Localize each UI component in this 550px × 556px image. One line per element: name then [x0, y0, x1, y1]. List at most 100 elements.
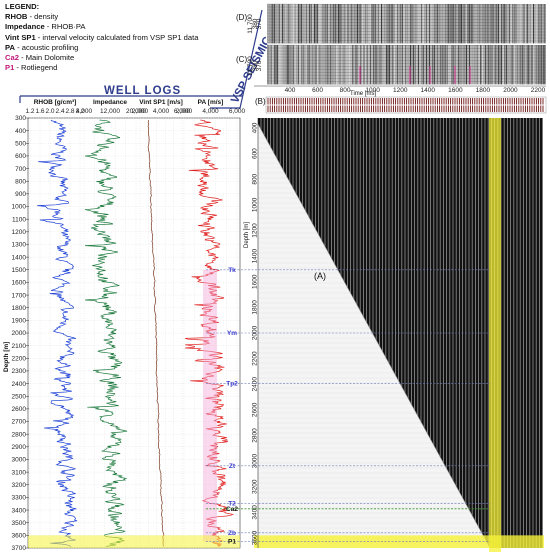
vsp-depth-tick-label: 2400 [252, 377, 259, 392]
well-logs-banner: WELL LOGS [19, 85, 243, 103]
seismic-event [267, 12, 546, 15]
depth-tick-label: 2600 [12, 406, 27, 413]
seismic-event [267, 9, 546, 12]
seismic-event [267, 44, 546, 47]
depth-tick-label: 3600 [12, 533, 27, 540]
vsp-depth-tick-label: 1800 [252, 300, 259, 315]
seismic-event [267, 39, 546, 42]
vsp-depth-tick-label: 2800 [252, 428, 259, 443]
panel-c-label: (C) [236, 55, 247, 64]
time-tick-label: 2200 [531, 87, 546, 94]
well-logs-title: WELL LOGS [104, 85, 181, 97]
horizon-label-t2: T2 [228, 501, 236, 508]
track-tick-label: 2,000 [132, 108, 149, 115]
highlight-column [489, 118, 501, 552]
seismic-event [267, 59, 546, 62]
vsp-panels-c-d [267, 3, 546, 86]
seismic-event [267, 47, 546, 50]
legend-item-ca2: Ca2 - Main Dolomite [5, 53, 75, 63]
track-tick-label: 4,000 [76, 108, 93, 115]
depth-tick-label: 600 [15, 153, 26, 160]
depth-tick-label: 1500 [12, 267, 27, 274]
pa-highlight-band [203, 269, 217, 542]
seismic-event [267, 18, 546, 21]
depth-tick-label: 500 [15, 140, 26, 147]
seismic-event [267, 27, 546, 30]
legend-title: LEGEND: [5, 2, 40, 11]
depth-tick-label: 400 [15, 128, 26, 135]
depth-tick-label: 3300 [12, 495, 27, 502]
depth-tick-label: 1400 [12, 254, 27, 261]
depth-axis: 300 400 500 600 700 800 900 1000 1100 1200 1300 140… [12, 115, 29, 552]
log-curve-0 [37, 119, 78, 547]
depth-tick-label: 900 [15, 191, 26, 198]
seismic-event [267, 80, 546, 83]
depth-tick-label: 1900 [12, 318, 27, 325]
depth-tick-label: 3400 [12, 507, 27, 514]
track-header-2: Vint SP1 [m/s] [139, 99, 183, 106]
vsp-panel-b [265, 96, 547, 114]
seismic-event [267, 21, 546, 24]
time-axis: 400 600 800 1000 1200 1400 1600 1800 2000 2200 [254, 84, 546, 94]
track-header-0: RHOB [g/cm³] [34, 99, 77, 106]
track-tick-label: 4,000 [202, 108, 219, 115]
depth-tick-label: 300 [15, 115, 26, 122]
vsp-depth-tick-label: 1000 [252, 197, 259, 212]
legend-item-impedance: Impedance - RHOB·PA [5, 22, 86, 32]
panel-c-trace-label: 370 [256, 60, 263, 71]
seismic-event [267, 68, 546, 71]
horizon-label-tp2: Tp2 [226, 381, 238, 388]
depth-tick-label: 1600 [12, 280, 27, 287]
depth-tick-label: 2800 [12, 431, 27, 438]
time-axis-label: Time [ms] [350, 91, 376, 97]
panel-d-trace-label: 370 [256, 18, 263, 29]
depth-tick-label: 1200 [12, 229, 27, 236]
time-tick-label: 1600 [448, 87, 463, 94]
vsp-depth-tick-label: 800 [252, 173, 259, 184]
depth-tick-label: 1700 [12, 292, 27, 299]
vsp-depth-tick-label: 3200 [252, 479, 259, 494]
depth-tick-label: 2000 [12, 330, 27, 337]
seismic-event [267, 74, 546, 77]
depth-axis-label: Depth [m] [3, 342, 10, 372]
time-tick-label: 1200 [393, 87, 408, 94]
panel-d-trace-label: 11,700 [247, 14, 254, 34]
track-header-1: Impedance [93, 99, 127, 106]
vsp-depth-tick-label: 600 [252, 148, 259, 159]
horizon-label-zt: Zt [229, 463, 236, 470]
track-header-3: PA [m/s] [198, 99, 224, 106]
legend-item-p1: P1 - Rotliegend [5, 63, 58, 73]
seismic-event [267, 56, 546, 59]
depth-tick-label: 3100 [12, 469, 27, 476]
depth-tick-label: 2900 [12, 444, 27, 451]
panel-d-trace-label: 380 [252, 18, 259, 29]
seismic-event [267, 30, 546, 33]
vsp-depth-tick-label: 3000 [252, 454, 259, 469]
depth-tick-label: 700 [15, 166, 26, 173]
vsp-depth-tick-label: 2600 [252, 402, 259, 417]
track-tick-label: 2.8 [65, 108, 74, 115]
vsp-depth-tick-label: 1600 [252, 274, 259, 289]
panel-d-label: (D) [236, 13, 247, 22]
track-tick-label: 2,000 [176, 108, 193, 115]
depth-tick-label: 2200 [12, 355, 27, 362]
seismic-event [267, 6, 546, 9]
time-tick-label: 2000 [503, 87, 518, 94]
track-tick-label: 12,000 [100, 108, 120, 115]
seismic-event [267, 36, 546, 39]
seismic-event [267, 65, 546, 68]
horizon-label-tk: Tk [228, 267, 236, 274]
first-break-line [257, 123, 491, 549]
seismic-event [267, 3, 546, 6]
time-tick-label: 600 [312, 87, 323, 94]
log-curve-3 [185, 119, 235, 547]
seismic-event [267, 33, 546, 36]
legend-item-vint: Vint SP1 - interval velocity calculated … [5, 32, 199, 42]
depth-tick-label: 2100 [12, 343, 27, 350]
depth-tick-label: 3700 [12, 545, 27, 552]
seismic-event [267, 24, 546, 27]
seismic-event [267, 77, 546, 80]
track-tick-label: 3.2 [75, 108, 84, 115]
